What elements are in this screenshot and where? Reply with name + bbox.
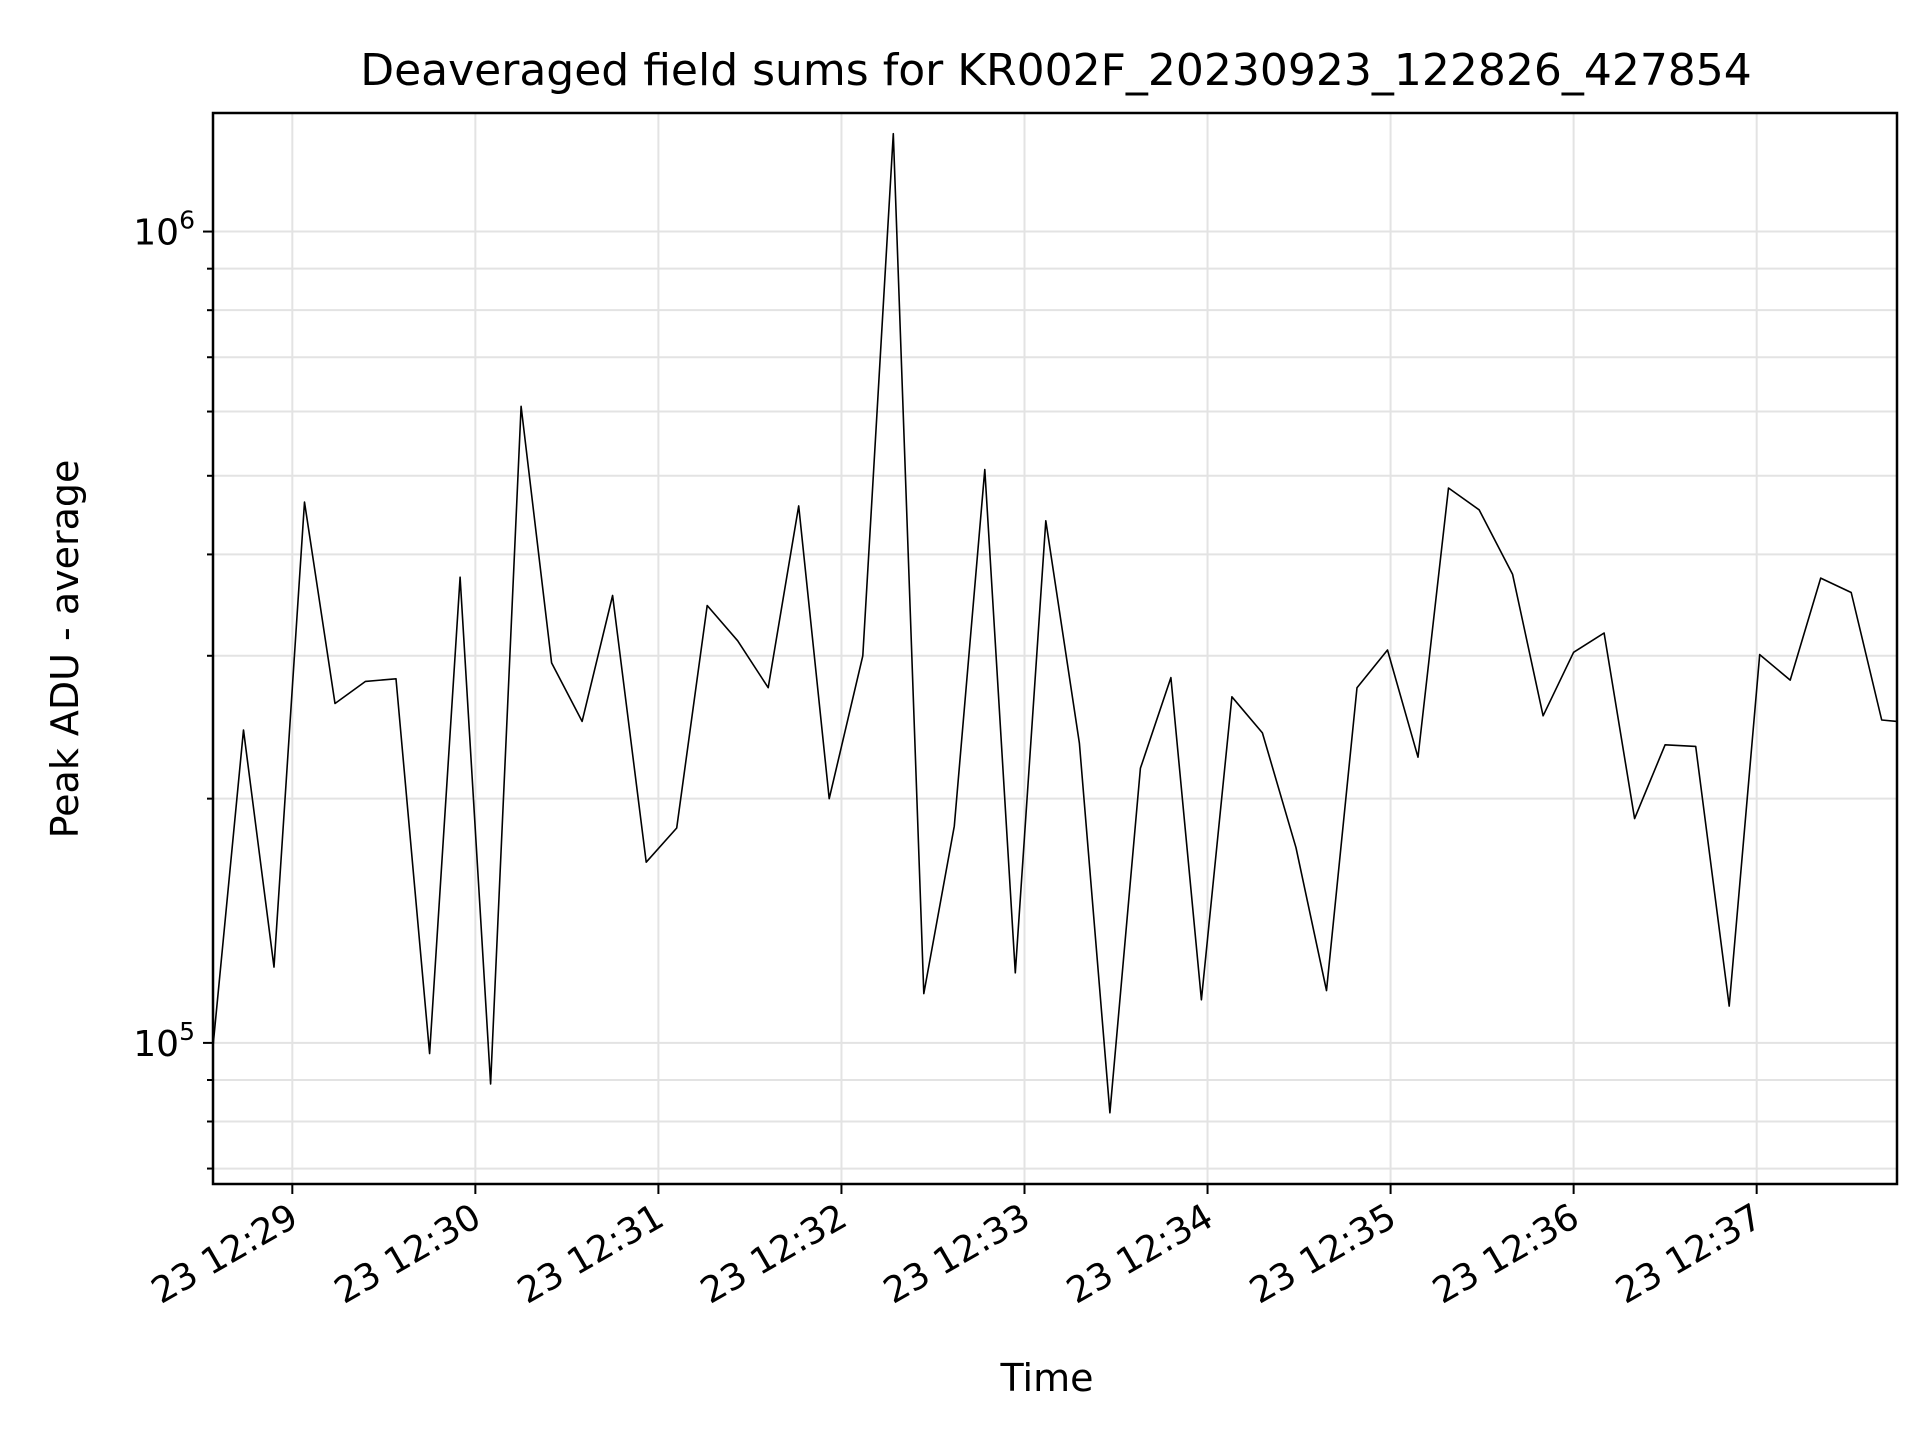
- y-tick-base: 10: [133, 1024, 179, 1065]
- x-tick-label: 23 12:29: [145, 1196, 305, 1312]
- y-axis-label: Peak ADU - average: [43, 460, 87, 839]
- x-tick-label: 23 12:30: [328, 1196, 488, 1312]
- grid: [213, 113, 1897, 1184]
- y-tick-base: 10: [133, 213, 179, 254]
- y-tick-exponent: 6: [179, 206, 195, 235]
- plot-frame: [211, 111, 1899, 1186]
- x-tick-label: 23 12:32: [694, 1196, 854, 1312]
- chart-title: Deaveraged field sums for KR002F_2023092…: [360, 45, 1752, 96]
- y-tick-label: 105: [133, 1017, 195, 1065]
- x-tick-label: 23 12:36: [1426, 1196, 1586, 1312]
- x-axis: 23 12:29 23 12:30 23 12:31 23 12:32 23 12:33…: [145, 1184, 1769, 1312]
- x-tick-label: 23 12:33: [877, 1196, 1037, 1312]
- series-line: [213, 132, 1897, 1114]
- x-tick-label: 23 12:37: [1609, 1196, 1769, 1312]
- x-tick-label: 23 12:35: [1243, 1196, 1403, 1312]
- series-layer: [213, 132, 1897, 1114]
- x-tick-label: 23 12:31: [511, 1196, 671, 1312]
- y-tick-exponent: 5: [179, 1017, 195, 1046]
- y-tick-label: 106: [133, 206, 195, 254]
- x-tick-label: 23 12:34: [1060, 1196, 1220, 1312]
- x-axis-label: Time: [1000, 1356, 1094, 1400]
